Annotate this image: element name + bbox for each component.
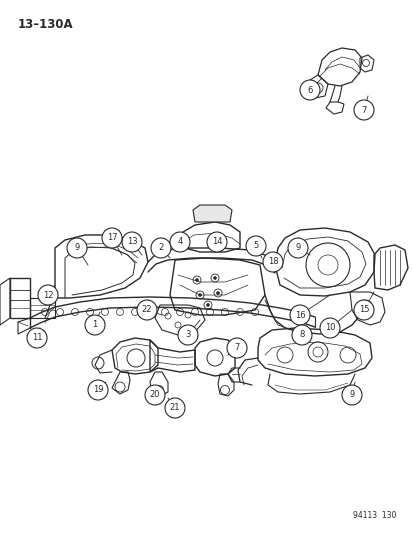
Circle shape	[353, 100, 373, 120]
Text: 2: 2	[158, 244, 163, 253]
Circle shape	[151, 238, 171, 258]
Text: 9: 9	[74, 244, 79, 253]
Circle shape	[287, 238, 307, 258]
Text: 6: 6	[306, 85, 312, 94]
Text: 20: 20	[150, 391, 160, 400]
Text: 17: 17	[107, 233, 117, 243]
Circle shape	[102, 228, 122, 248]
Text: 13–130A: 13–130A	[18, 18, 74, 31]
Text: 1: 1	[92, 320, 97, 329]
Circle shape	[299, 80, 319, 100]
Circle shape	[67, 238, 87, 258]
Text: 4: 4	[177, 238, 182, 246]
Circle shape	[170, 232, 190, 252]
Text: 7: 7	[361, 106, 366, 115]
Circle shape	[27, 328, 47, 348]
Circle shape	[85, 315, 105, 335]
Text: 14: 14	[211, 238, 222, 246]
Circle shape	[145, 385, 165, 405]
Circle shape	[137, 300, 157, 320]
Text: 21: 21	[169, 403, 180, 413]
Circle shape	[198, 294, 201, 296]
Circle shape	[262, 252, 282, 272]
Circle shape	[245, 236, 266, 256]
Circle shape	[195, 279, 198, 281]
Circle shape	[341, 385, 361, 405]
Text: 9: 9	[294, 244, 300, 253]
Circle shape	[213, 277, 216, 279]
Polygon shape	[192, 205, 231, 222]
Circle shape	[38, 285, 58, 305]
Text: 5: 5	[253, 241, 258, 251]
Text: 12: 12	[43, 290, 53, 300]
Circle shape	[165, 398, 185, 418]
Circle shape	[178, 325, 197, 345]
Text: 18: 18	[267, 257, 278, 266]
Circle shape	[226, 338, 247, 358]
Circle shape	[216, 292, 219, 295]
Text: 3: 3	[185, 330, 190, 340]
Text: 94113  130: 94113 130	[352, 511, 395, 520]
Circle shape	[319, 318, 339, 338]
Text: 15: 15	[358, 305, 368, 314]
Text: 10: 10	[324, 324, 335, 333]
Circle shape	[206, 303, 209, 306]
Circle shape	[88, 380, 108, 400]
Circle shape	[289, 305, 309, 325]
Circle shape	[353, 300, 373, 320]
Text: 16: 16	[294, 311, 304, 319]
Text: 11: 11	[32, 334, 42, 343]
Text: 7: 7	[234, 343, 239, 352]
Circle shape	[206, 232, 226, 252]
Text: 19: 19	[93, 385, 103, 394]
Text: 13: 13	[126, 238, 137, 246]
Text: 22: 22	[141, 305, 152, 314]
Text: 8: 8	[299, 330, 304, 340]
Circle shape	[291, 325, 311, 345]
Text: 9: 9	[349, 391, 354, 400]
Circle shape	[122, 232, 142, 252]
